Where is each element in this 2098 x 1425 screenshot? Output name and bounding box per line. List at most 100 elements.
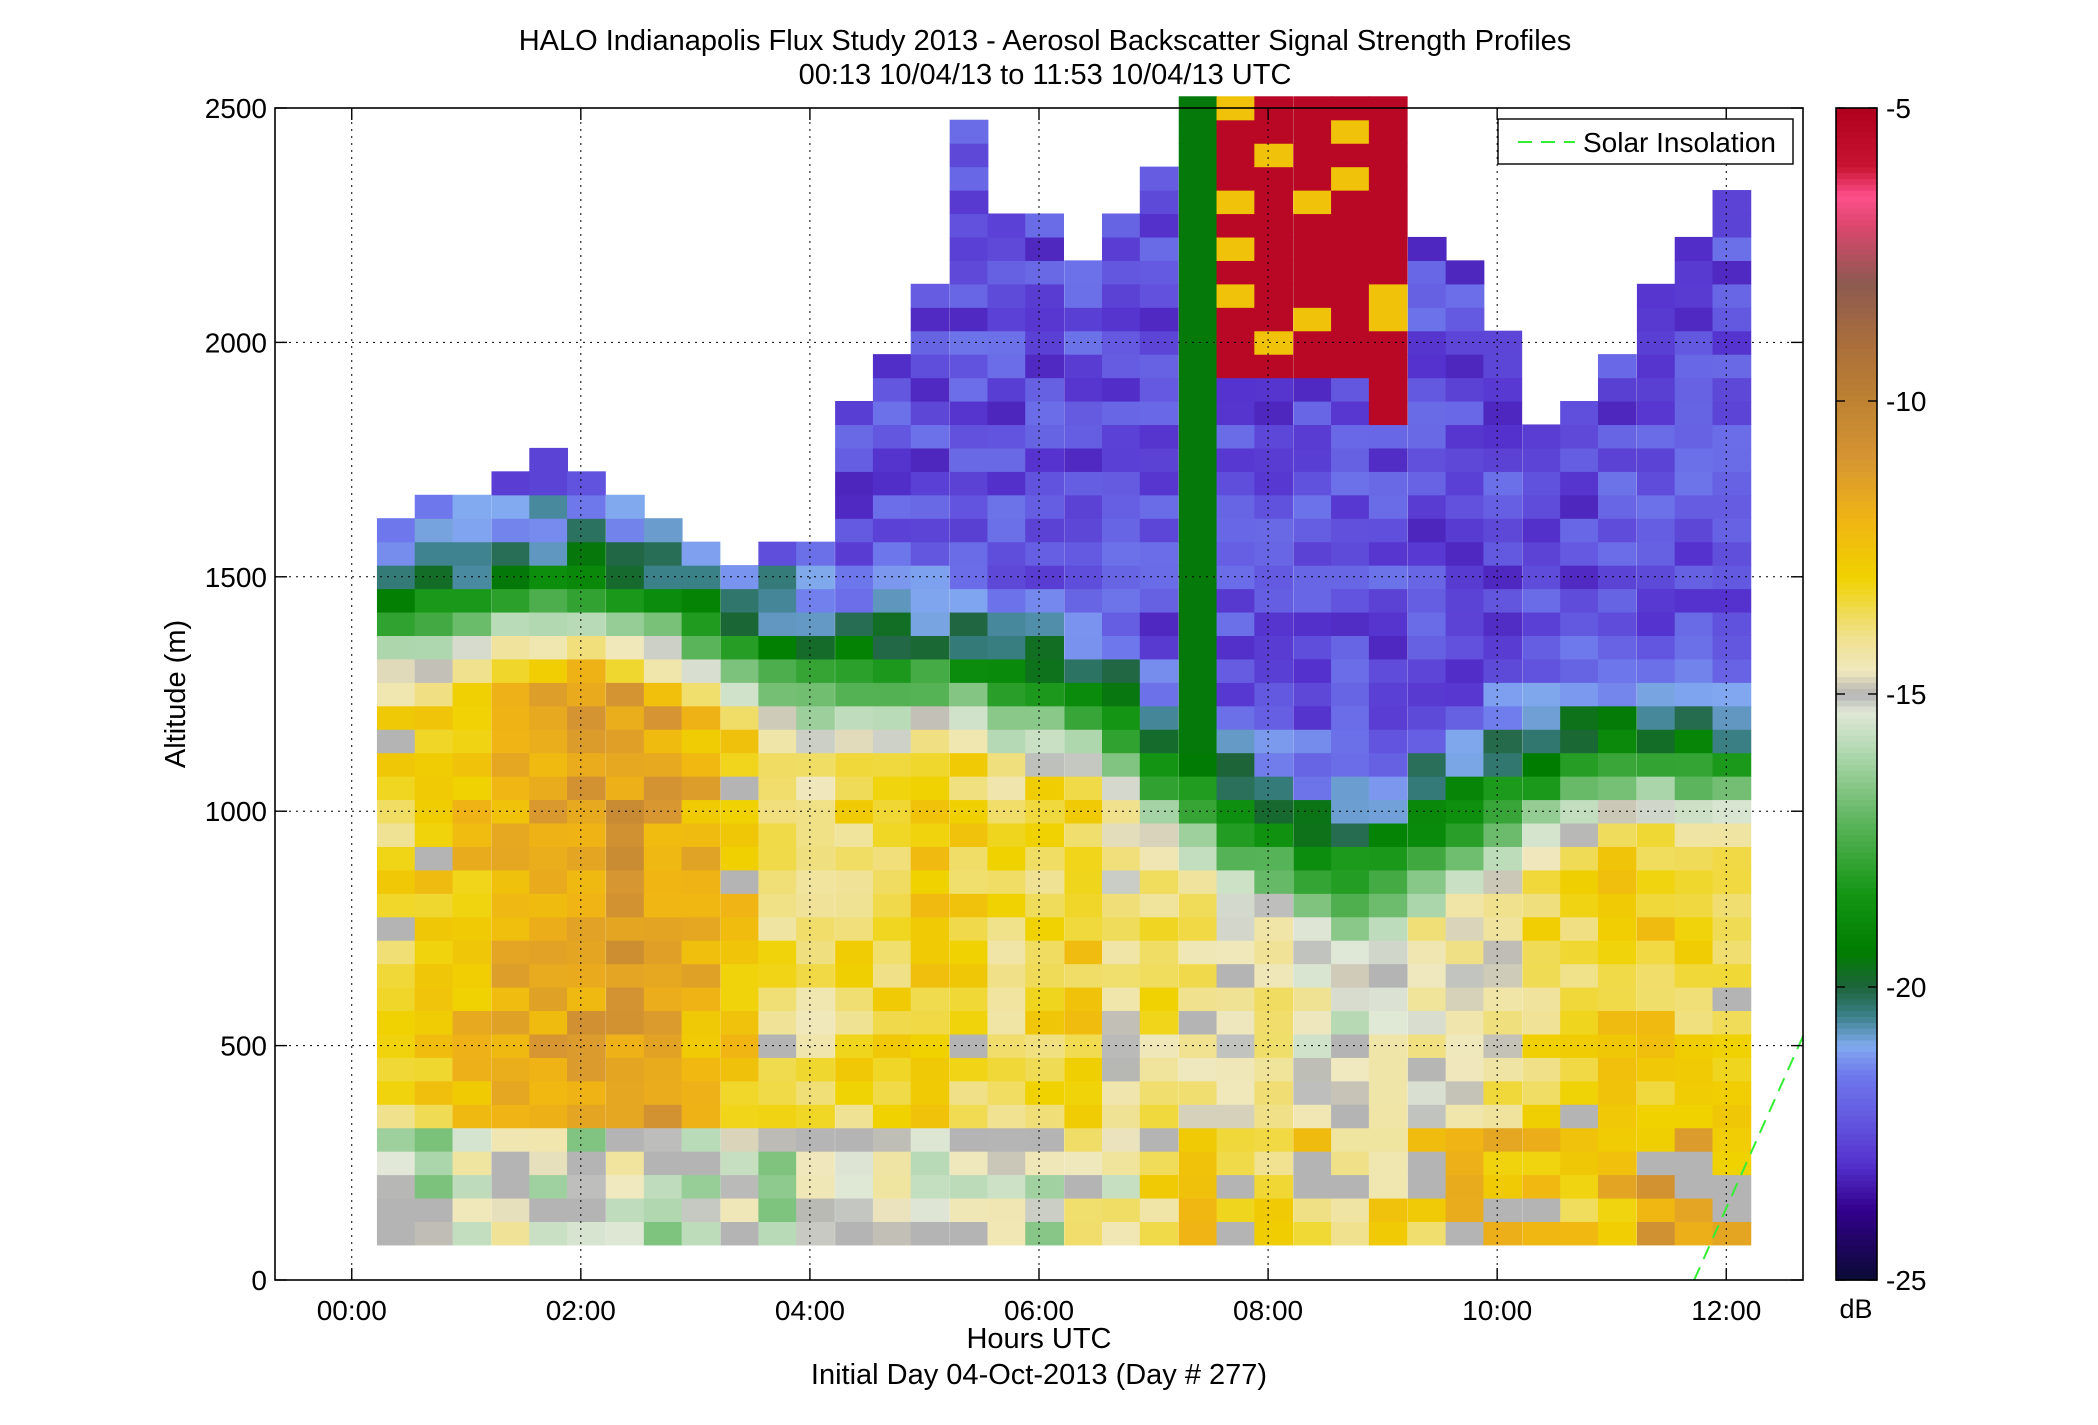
- heatmap-cell: [1712, 658, 1752, 683]
- colorbar-segment: [1836, 676, 1877, 683]
- heatmap-cell: [1674, 377, 1714, 402]
- heatmap-cell: [1445, 635, 1485, 660]
- heatmap-cell: [452, 682, 492, 707]
- heatmap-cell: [414, 565, 454, 590]
- colorbar-segment: [1836, 137, 1877, 144]
- heatmap-cell: [1254, 611, 1294, 636]
- heatmap-cell: [1102, 260, 1141, 285]
- heatmap-cell: [910, 611, 950, 636]
- heatmap-cell: [1636, 635, 1676, 660]
- heatmap-cell: [1368, 236, 1408, 261]
- heatmap-cell: [1674, 283, 1714, 308]
- heatmap-cell: [1139, 213, 1179, 238]
- heatmap-cell: [681, 635, 721, 660]
- heatmap-cell: [835, 1174, 874, 1199]
- heatmap-cell: [1712, 471, 1752, 496]
- heatmap-cell: [681, 940, 721, 965]
- heatmap-cell: [910, 1033, 950, 1058]
- heatmap-cell: [720, 799, 760, 824]
- heatmap-cell: [1216, 729, 1256, 754]
- heatmap-cell: [1178, 658, 1218, 683]
- heatmap-cell: [1597, 588, 1637, 613]
- heatmap-cell: [414, 1174, 454, 1199]
- heatmap-cell: [1445, 1221, 1485, 1246]
- heatmap-cell: [1483, 588, 1523, 613]
- heatmap-cell: [1178, 1221, 1218, 1246]
- colorbar-segment: [1836, 1221, 1877, 1228]
- colorbar-segment: [1836, 945, 1877, 953]
- heatmap-cell: [1445, 1080, 1485, 1105]
- heatmap-cell: [1560, 799, 1599, 824]
- heatmap-cell: [872, 893, 912, 918]
- heatmap-cell: [987, 588, 1027, 613]
- heatmap-cell: [1331, 963, 1370, 988]
- heatmap-cell: [452, 752, 492, 777]
- heatmap-cell: [567, 705, 606, 730]
- heatmap-cell: [1139, 869, 1179, 894]
- heatmap-cell: [1483, 729, 1523, 754]
- heatmap-cell: [1064, 940, 1103, 965]
- colorbar-segment: [1836, 160, 1877, 168]
- colorbar-segment: [1836, 1168, 1877, 1176]
- colorbar-segment: [1836, 688, 1877, 695]
- heatmap-cell: [1139, 729, 1179, 754]
- heatmap-cell: [1102, 401, 1141, 426]
- heatmap-cell: [529, 471, 569, 496]
- heatmap-cell: [1445, 987, 1485, 1012]
- heatmap-cell: [1178, 565, 1218, 590]
- heatmap-cell: [491, 1151, 531, 1176]
- heatmap-cell: [1216, 893, 1256, 918]
- heatmap-cell: [1522, 588, 1562, 613]
- colorbar-segment: [1836, 559, 1877, 566]
- heatmap-cell: [1178, 776, 1218, 801]
- heatmap-cell: [949, 822, 989, 847]
- heatmap-cell: [491, 776, 531, 801]
- heatmap-cell: [949, 893, 989, 918]
- heatmap-cell: [796, 1151, 835, 1176]
- colorbar-segment: [1836, 1051, 1877, 1059]
- heatmap-cell: [1636, 1151, 1676, 1176]
- heatmap-cell: [376, 635, 416, 660]
- heatmap-cell: [1445, 611, 1485, 636]
- heatmap-cell: [1293, 1104, 1333, 1129]
- heatmap-cell: [987, 729, 1027, 754]
- heatmap-cell: [1597, 705, 1637, 730]
- heatmap-cell: [567, 776, 606, 801]
- colorbar-segment: [1836, 1028, 1877, 1035]
- heatmap-cell: [1674, 916, 1714, 941]
- heatmap-cell: [1064, 354, 1103, 379]
- heatmap-cell: [452, 1127, 492, 1152]
- heatmap-cell: [1407, 1151, 1447, 1176]
- heatmap-cell: [1178, 752, 1218, 777]
- heatmap-cell: [1483, 916, 1523, 941]
- heatmap-cell: [987, 1151, 1027, 1176]
- heatmap-cell: [1445, 776, 1485, 801]
- heatmap-cell: [1216, 260, 1256, 285]
- heatmap-cell: [1025, 916, 1064, 941]
- heatmap-cell: [1293, 307, 1333, 332]
- heatmap-cell: [835, 682, 874, 707]
- heatmap-cell: [1368, 401, 1408, 426]
- heatmap-cell: [1368, 611, 1408, 636]
- colorbar-segment: [1836, 1244, 1877, 1252]
- heatmap-cell: [872, 494, 912, 519]
- colorbar-segment: [1836, 1162, 1877, 1170]
- heatmap-cell: [949, 447, 989, 472]
- heatmap-cell: [1064, 494, 1103, 519]
- heatmap-cell: [949, 1010, 989, 1035]
- heatmap-cell: [567, 1080, 606, 1105]
- heatmap-cell: [1674, 611, 1714, 636]
- heatmap-cell: [987, 330, 1027, 355]
- colorbar-segment: [1836, 600, 1877, 607]
- heatmap-cell: [910, 494, 950, 519]
- heatmap-cell: [872, 987, 912, 1012]
- heatmap-cell: [1674, 354, 1714, 379]
- heatmap-cell: [1636, 1127, 1676, 1152]
- heatmap-cell: [872, 1151, 912, 1176]
- colorbar-segment: [1836, 735, 1877, 742]
- heatmap-cell: [681, 541, 721, 566]
- colorbar-segment: [1836, 465, 1877, 473]
- colorbar-segment: [1836, 764, 1877, 771]
- heatmap-cell: [1407, 869, 1447, 894]
- heatmap-cell: [414, 987, 454, 1012]
